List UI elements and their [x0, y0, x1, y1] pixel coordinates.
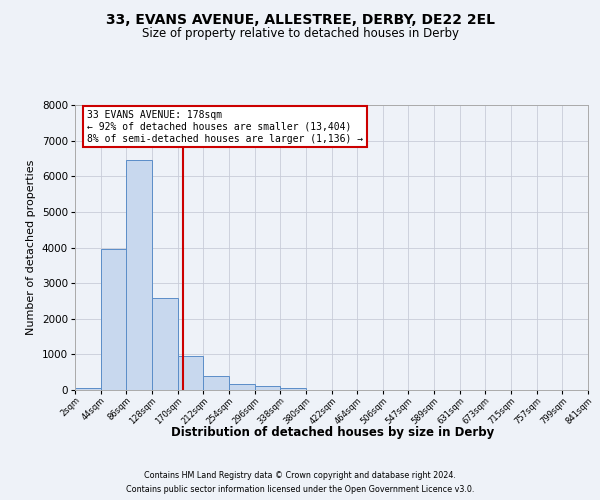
Bar [101, 250, 127, 390]
Bar [152, 298, 178, 390]
Text: Size of property relative to detached houses in Derby: Size of property relative to detached ho… [142, 28, 458, 40]
Bar [229, 384, 255, 390]
Bar [203, 376, 229, 390]
Bar [280, 388, 306, 390]
Bar [255, 386, 280, 390]
Text: Contains public sector information licensed under the Open Government Licence v3: Contains public sector information licen… [126, 486, 474, 494]
Text: Contains HM Land Registry data © Crown copyright and database right 2024.: Contains HM Land Registry data © Crown c… [144, 472, 456, 480]
Bar [127, 160, 152, 390]
Text: 33 EVANS AVENUE: 178sqm
← 92% of detached houses are smaller (13,404)
8% of semi: 33 EVANS AVENUE: 178sqm ← 92% of detache… [87, 110, 364, 144]
Bar [178, 356, 203, 390]
Y-axis label: Number of detached properties: Number of detached properties [26, 160, 37, 335]
Text: Distribution of detached houses by size in Derby: Distribution of detached houses by size … [172, 426, 494, 439]
Bar [75, 388, 101, 390]
Text: 33, EVANS AVENUE, ALLESTREE, DERBY, DE22 2EL: 33, EVANS AVENUE, ALLESTREE, DERBY, DE22… [106, 12, 494, 26]
